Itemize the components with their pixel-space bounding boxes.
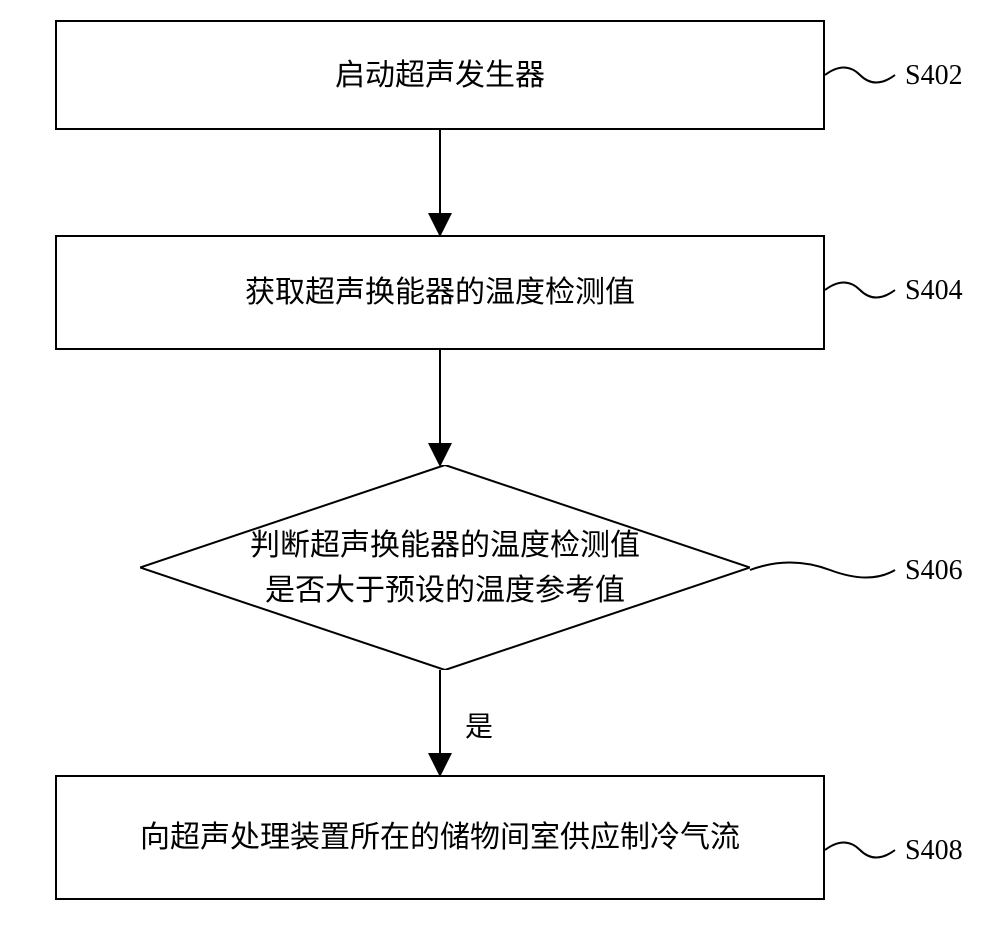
node-text: 启动超声发生器 (335, 53, 545, 98)
node-text: 判断超声换能器的温度检测值 是否大于预设的温度参考值 (201, 523, 689, 613)
leader-line-s408 (825, 843, 895, 858)
step-label-s406: S406 (905, 555, 963, 587)
leader-line-s406 (750, 563, 895, 578)
flowchart-node-s402: 启动超声发生器 (55, 20, 825, 130)
leader-line-s404 (825, 283, 895, 298)
flowchart-container: 启动超声发生器 S402 获取超声换能器的温度检测值 S404 判断超声换能器的… (0, 0, 1000, 934)
node-text: 向超声处理装置所在的储物间室供应制冷气流 (140, 815, 740, 860)
flowchart-node-s404: 获取超声换能器的温度检测值 (55, 235, 825, 350)
step-label-s408: S408 (905, 835, 963, 867)
node-text: 获取超声换能器的温度检测值 (245, 270, 635, 315)
step-label-s402: S402 (905, 60, 963, 92)
flowchart-node-s408: 向超声处理装置所在的储物间室供应制冷气流 (55, 775, 825, 900)
diamond-text-line2: 是否大于预设的温度参考值 (201, 568, 689, 613)
leader-line-s402 (825, 68, 895, 83)
flowchart-node-s406: 判断超声换能器的温度检测值 是否大于预设的温度参考值 (140, 465, 750, 670)
step-label-s404: S404 (905, 275, 963, 307)
edge-label-yes: 是 (465, 705, 493, 745)
diamond-text-line1: 判断超声换能器的温度检测值 (201, 523, 689, 568)
